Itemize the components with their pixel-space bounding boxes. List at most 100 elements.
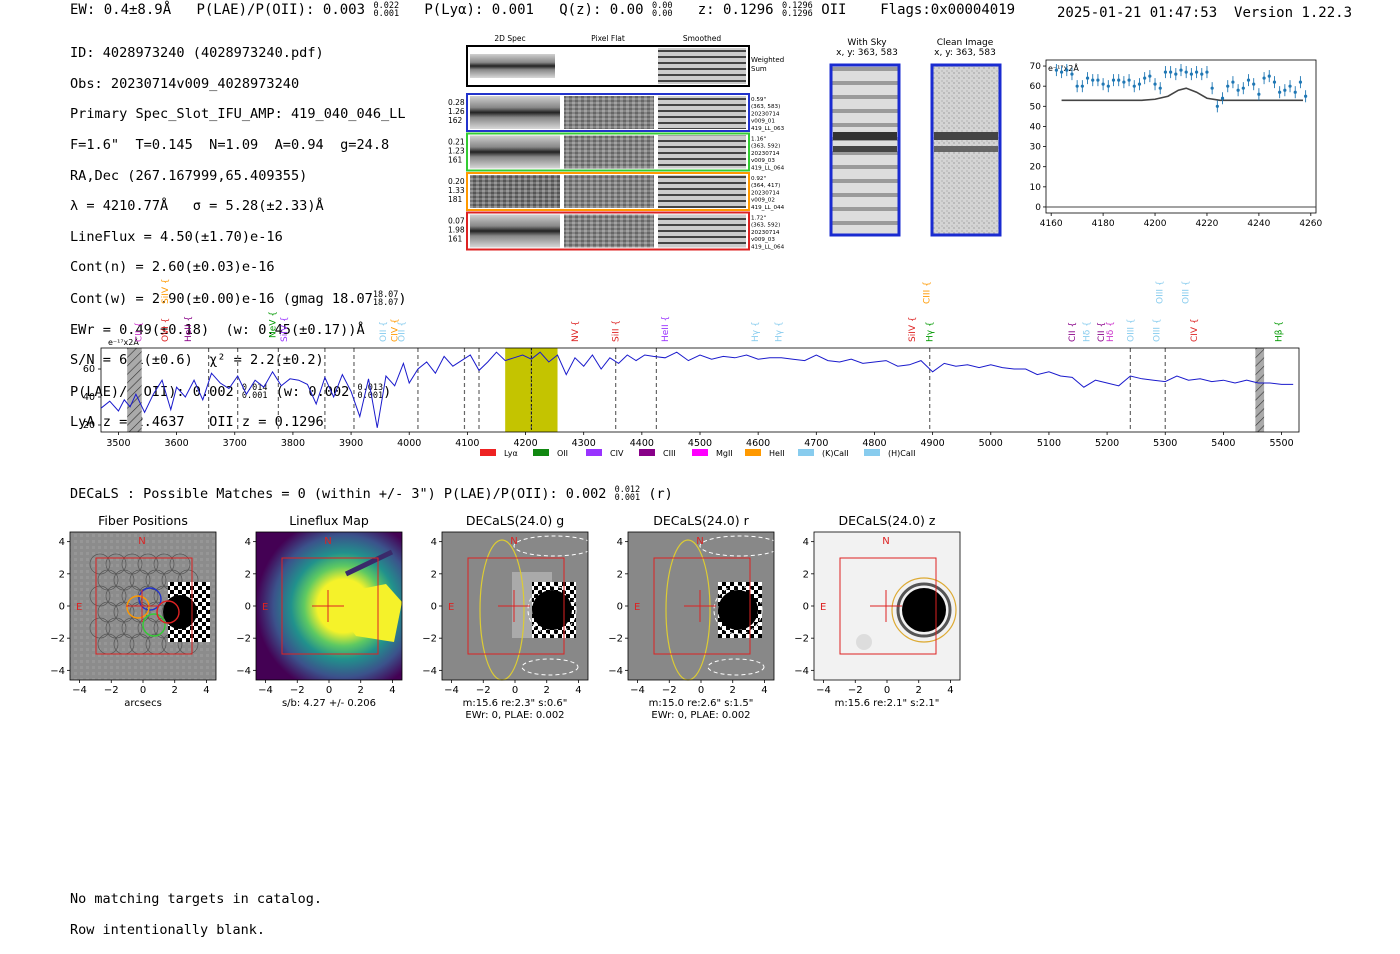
panel-ytick-label: 2 — [803, 569, 809, 580]
header-bar: EW: 0.4±8.9Å P(LAE)/P(OII): 0.003 0.022 0… — [70, 2, 1015, 19]
zoom-data-point — [1065, 68, 1069, 72]
spectrum-line-label: CIII { — [923, 281, 933, 304]
legend-label: (H)CaII — [888, 449, 915, 458]
zoom-data-point — [1174, 72, 1178, 76]
zoom-chart-frame — [1045, 59, 1317, 214]
zoom-data-point — [1236, 88, 1240, 92]
spectrum-ytick-label: 60 — [83, 364, 95, 375]
spectrum-xtick-label: 3900 — [339, 438, 363, 449]
spectrum-line-label: OIII { — [1155, 280, 1165, 304]
decals-panel: DECaLS(24.0) r N E −4 −4 −2 −2 0 0 2 2 4 4 m:15.0 re:… — [608, 513, 781, 721]
fiber-orange — [126, 595, 150, 619]
cutout-left-stat: 181 — [448, 195, 463, 204]
zoom-data-point — [1127, 78, 1131, 82]
cutout-right-meta: 1.16" — [751, 137, 766, 143]
zoom-data-point — [1111, 78, 1116, 82]
cutout-right-meta: (364, 417) — [751, 183, 780, 189]
cutout-right-meta: v009_02 — [751, 198, 775, 204]
cutout-right-meta: 419_LL_063 — [751, 126, 785, 132]
cutout-right-meta: 419_LL_064 — [751, 165, 785, 171]
legend-label: MgII — [716, 449, 733, 458]
cutout-pixelflat — [564, 175, 654, 208]
north-label: N — [138, 536, 145, 547]
zoom-xtick-label: 4200 — [1144, 219, 1167, 229]
zoom-data-point — [1091, 78, 1095, 82]
panel-xtick-label: 2 — [172, 685, 178, 696]
weighted-label-2: Sum — [751, 65, 767, 73]
north-label: N — [696, 536, 703, 547]
spectrum-line-label: Hδ { — [1083, 321, 1093, 342]
spectrum-ytick-label: 40 — [83, 392, 95, 403]
cutout-right-meta: (363, 592) — [751, 144, 780, 150]
zoom-data-point — [1194, 70, 1199, 74]
fiber-red — [156, 600, 180, 624]
cutout-right-meta: v009_01 — [751, 119, 775, 125]
spectrum-xtick-label: 4200 — [513, 438, 537, 449]
source-core — [532, 590, 572, 630]
cutout-right-meta: 20230714 — [751, 151, 780, 157]
zoom-ytick-label: 30 — [1030, 143, 1041, 153]
zoom-data-point — [1241, 86, 1245, 90]
zoom-data-point — [1283, 88, 1287, 92]
panel-ytick-label: −2 — [50, 634, 65, 645]
spectrum-line-label: SiIV { — [908, 316, 918, 342]
cutout-left-stat: 0.07 — [448, 217, 465, 226]
east-label: E — [262, 602, 268, 613]
cutout-left-stat: 0.21 — [448, 138, 465, 147]
spectrum-masked-region — [1255, 348, 1265, 432]
zoom-data-point — [1267, 74, 1271, 78]
panel-xtick-label: −4 — [72, 685, 87, 696]
cutout-left-stat: 161 — [448, 235, 463, 244]
zoom-data-point — [1169, 70, 1173, 74]
zoom-ytick-label: 50 — [1030, 102, 1041, 112]
spectrum-line-label: CII { — [135, 322, 145, 342]
catalog-ellipse — [513, 535, 595, 557]
cutout-left-stat: 1.33 — [448, 186, 465, 195]
footprint-box — [653, 557, 751, 655]
zoom-model-curve — [1061, 87, 1304, 102]
panel-ytick-label: 2 — [245, 569, 251, 580]
fiber-green — [142, 613, 166, 637]
panel-ytick-label: 4 — [617, 537, 623, 548]
legend-label: CIII — [663, 449, 676, 458]
panel-ytick-label: 0 — [431, 602, 437, 613]
legend-label: Lyα — [504, 449, 518, 458]
zoom-data-point — [1143, 76, 1147, 80]
spectrum-chart: e⁻¹⁷x2Å 3500 3600 3700 3800 3900 4000 4100 4200… — [83, 278, 1300, 458]
clean-image-title: Clean Image x, y: 363, 583 — [934, 38, 996, 58]
with-sky-image — [829, 63, 901, 237]
legend-swatch — [533, 449, 549, 456]
cutout-2dspec — [470, 135, 560, 169]
east-label: E — [76, 602, 82, 613]
zoom-data-point — [1163, 70, 1168, 74]
zoom-data-point — [1148, 74, 1152, 78]
spectrum-line-label: HeII { — [661, 316, 671, 342]
panel-ytick-label: 0 — [59, 602, 65, 613]
spectrum-xtick-label: 5500 — [1269, 438, 1293, 449]
clean-image — [930, 63, 1002, 237]
zoom-data-point — [1293, 90, 1297, 94]
spectrum-line-label: NeV { — [268, 311, 278, 338]
z-value: z: 0.1296 — [697, 2, 774, 18]
cutout-pixelflat — [564, 96, 654, 129]
panel-xtick-label: −2 — [476, 685, 491, 696]
legend-label: OII — [557, 449, 568, 458]
cutout-smoothed — [658, 214, 746, 248]
north-label: N — [510, 536, 517, 547]
spectrum-line-label: OIII { — [1152, 318, 1162, 342]
east-label: E — [634, 602, 640, 613]
spectrum-xtick-label: 3500 — [106, 438, 130, 449]
panel-xtick-label: −2 — [848, 685, 863, 696]
zoom-data-point — [1132, 84, 1136, 88]
cutout-smoothed — [658, 175, 746, 208]
panel-ytick-label: −4 — [236, 666, 251, 677]
legend-swatch — [480, 449, 496, 456]
zoom-xtick-label: 4220 — [1196, 219, 1219, 229]
panel-caption: m:15.6 re:2.1" s:2.1" — [835, 698, 940, 709]
weighted-sum-strip: Weighted Sum — [466, 45, 784, 87]
panel-ytick-label: 2 — [431, 569, 437, 580]
decals-summary: DECaLS : Possible Matches = 0 (within +/… — [70, 485, 673, 503]
source-core — [902, 588, 946, 632]
zoom-data-point — [1288, 84, 1292, 88]
